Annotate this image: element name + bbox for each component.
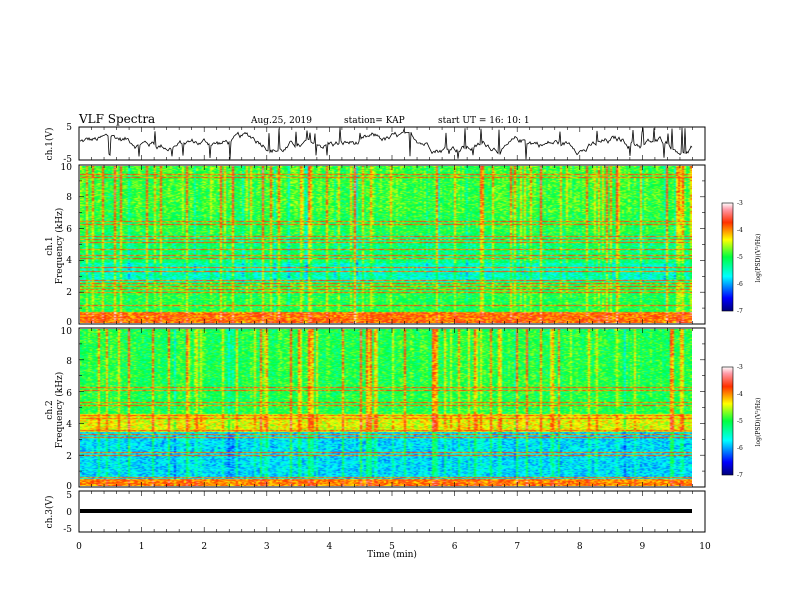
ch1-colorbar-label: log(PSD)(V²/Hz): [755, 234, 762, 283]
ch2-colorbar-tick-m7: -7: [737, 472, 743, 479]
ch1-ylabel: ch.1(V): [44, 128, 55, 161]
ch2-spectrogram-ticks: [78, 327, 706, 488]
ch1-ytick-6: 6: [66, 225, 72, 235]
x-tick-label: 9: [640, 542, 646, 552]
ch1-colorbar-bar: [721, 202, 734, 312]
header-date: Aug.25, 2019: [250, 116, 312, 126]
ch1-ytick-4: 4: [66, 256, 72, 266]
ch1-ylabel-frequency: Frequency (kHz): [54, 208, 65, 285]
x-tick-label: 1: [139, 542, 145, 552]
ch2-spectrogram-panel: 0 2 4 6 8 10 ch.2 Frequency (kHz): [45, 327, 706, 492]
ch3-ytick-top: 5: [66, 491, 72, 501]
ch1-ylabel-channel: ch.1: [45, 236, 55, 255]
header-station: station= KAP: [344, 116, 405, 126]
ch3-ylabel: ch.3(V): [44, 496, 55, 529]
x-tick-label: 6: [452, 542, 458, 552]
ch1-colorbar-tick-m3: -3: [737, 200, 743, 207]
ch3-waveform-ticks: [78, 491, 706, 532]
x-tick-label: 2: [201, 542, 207, 552]
ch2-colorbar-tick-m5: -5: [737, 418, 743, 425]
x-axis-label: Time (min): [367, 549, 417, 560]
ch2-ytick-0: 0: [66, 482, 72, 492]
ch2-colorbar-tick-m3: -3: [737, 364, 743, 371]
ch3-waveform-line: [80, 509, 692, 513]
ch2-ylabel-channel: ch.2: [45, 400, 55, 419]
x-tick-label: 10: [699, 542, 711, 552]
ch2-colorbar: -3 -4 -5 -6 -7 log(PSD)(V²/Hz): [721, 364, 762, 479]
ch1-colorbar-tick-m6: -6: [737, 281, 743, 288]
ch1-ytick-0: 0: [66, 318, 72, 328]
ch3-waveform-panel: 5 0 -5 ch.3(V): [44, 490, 706, 535]
ch2-ytick-10: 10: [61, 327, 73, 337]
ch2-ylabel-frequency: Frequency (kHz): [54, 372, 65, 449]
ch1-spectrogram-panel: 0 2 4 6 8 10 ch.1 Frequency (kHz): [45, 163, 706, 328]
ch1-waveform-line: [79, 127, 693, 160]
ch1-ytick-8: 8: [66, 193, 72, 203]
ch2-colorbar-tick-m6: -6: [737, 445, 743, 452]
ch1-spectrogram-image: [80, 166, 692, 323]
ch3-ytick-mid: 0: [66, 508, 72, 518]
ch1-colorbar-tick-m5: -5: [737, 254, 743, 261]
ch2-ytick-4: 4: [66, 420, 72, 430]
ch1-spectrogram-ticks: [78, 164, 706, 325]
x-tick-label: 5: [389, 542, 395, 552]
x-tick-label: 3: [264, 542, 270, 552]
ch1-waveform-panel: 5 -5 ch.1(V): [44, 123, 706, 165]
ch2-colorbar-label: log(PSD)(V²/Hz): [755, 398, 762, 447]
ch1-ytick-2: 2: [66, 288, 72, 298]
ch2-colorbar-tick-m4: -4: [737, 391, 743, 398]
x-tick-label: 0: [76, 542, 82, 552]
ch2-ytick-6: 6: [66, 389, 72, 399]
ch2-spectrogram-image: [80, 329, 692, 486]
ch3-ytick-bottom: -5: [63, 525, 72, 535]
x-tick-label: 8: [577, 542, 583, 552]
x-tick-labels: 0 1 2 3 4 5 6 7 8 9 10: [76, 542, 711, 552]
figure-title: VLF Spectra: [78, 112, 155, 126]
ch1-ytick-10: 10: [61, 163, 73, 173]
ch1-ytick-bottom: -5: [63, 155, 72, 165]
ch2-colorbar-bar: [721, 366, 734, 476]
ch1-colorbar-tick-m7: -7: [737, 308, 743, 315]
ch1-ytick-top: 5: [66, 123, 72, 133]
ch2-ytick-2: 2: [66, 452, 72, 462]
header-start-time: start UT = 16: 10: 1: [438, 116, 530, 126]
ch2-ytick-8: 8: [66, 357, 72, 367]
x-tick-label: 7: [514, 542, 520, 552]
x-tick-label: 4: [327, 542, 333, 552]
ch1-colorbar: -3 -4 -5 -6 -7 log(PSD)(V²/Hz): [721, 200, 762, 315]
ch1-colorbar-tick-m4: -4: [737, 227, 743, 234]
